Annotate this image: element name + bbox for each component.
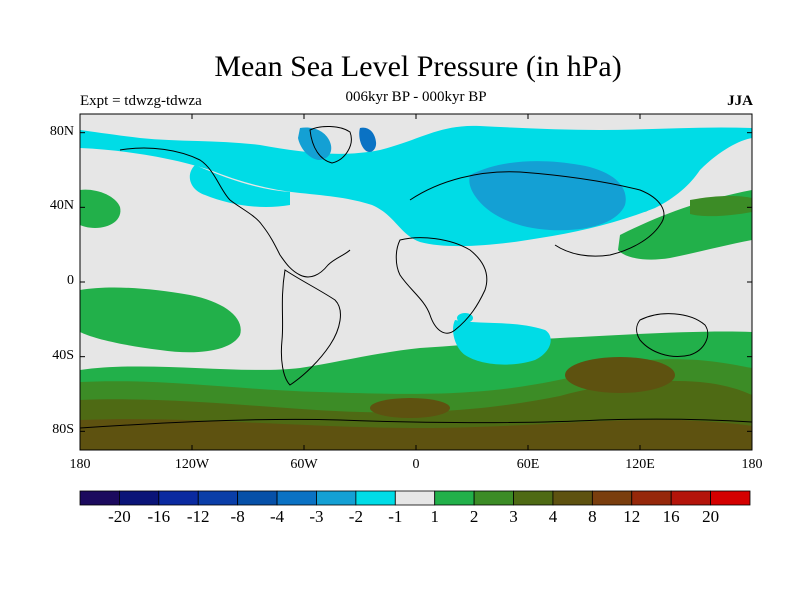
- colorbar-swatch: [237, 490, 278, 506]
- colorbar-label: 2: [469, 507, 479, 526]
- south-atlantic-patch: [370, 398, 450, 418]
- experiment-label: Expt = tdwzg-tdwza: [80, 93, 202, 109]
- colorbar-swatch: [670, 490, 711, 506]
- colorbar-label: -2: [348, 507, 363, 526]
- colorbar-swatch: [79, 490, 120, 506]
- colorbar-label: -16: [147, 507, 171, 526]
- coastlines: [80, 126, 752, 429]
- lat-tick-label: 80N: [49, 123, 74, 139]
- lat-tick-label: 0: [67, 273, 74, 288]
- season-label: JJA: [727, 93, 753, 109]
- north-america-coast: [119, 147, 351, 278]
- colorbar-swatch: [197, 490, 239, 506]
- colorbar-label: -1: [388, 507, 403, 526]
- colorbar-label: -4: [269, 507, 285, 526]
- eurasia-coast: [409, 171, 665, 257]
- south-indian-low: [453, 320, 551, 365]
- arctic-neutral: [80, 114, 752, 154]
- colorbar-label: 20: [702, 507, 720, 526]
- lon-tick-label: 60W: [290, 457, 318, 472]
- lon-tick-label: 120E: [625, 457, 655, 472]
- colorbar-swatch: [276, 490, 317, 506]
- map-ticks: [79, 114, 753, 450]
- colorbar-label: 12: [623, 507, 641, 526]
- greenland-low: [298, 127, 332, 160]
- australia-coast: [636, 313, 709, 357]
- north-pacific-core: [690, 195, 752, 217]
- africa-coast: [395, 237, 488, 334]
- colorbar-swatch: [434, 490, 475, 506]
- lon-tick-label: 0: [412, 457, 420, 472]
- south-indian-high: [565, 357, 675, 393]
- lat-tick-label: 40N: [49, 198, 74, 214]
- lat-tick-label: 40S: [52, 347, 74, 363]
- lon-tick-label: 180: [741, 457, 763, 472]
- southern-band-8hpa: [80, 419, 752, 450]
- lat-tick-label: 80S: [52, 422, 74, 438]
- colorbar-label: 4: [548, 507, 558, 526]
- plot-title: Mean Sea Level Pressure (in hPa): [214, 50, 622, 83]
- period-label: 006kyr BP - 000kyr BP: [345, 89, 487, 105]
- colorbar-swatch: [473, 490, 514, 506]
- colorbar-label: -20: [108, 507, 131, 526]
- colorbar-swatch: [316, 490, 357, 506]
- colorbar: [79, 490, 751, 506]
- colorbar-label: -3: [309, 507, 324, 526]
- colorbar-swatch: [355, 490, 396, 506]
- south-pacific-patch: [80, 287, 241, 353]
- lon-tick-label: 60E: [516, 457, 540, 472]
- colorbar-swatch: [394, 490, 436, 506]
- colorbar-swatch: [158, 490, 199, 506]
- lon-tick-label: 120W: [174, 457, 210, 472]
- greenland-coast: [309, 126, 352, 164]
- pressure-field: [80, 114, 752, 450]
- colorbar-label: -12: [186, 507, 210, 526]
- lon-tick-label: 180: [69, 457, 91, 472]
- colorbar-label: 3: [509, 507, 518, 526]
- north-america-low: [189, 165, 290, 207]
- colorbar-swatch: [552, 490, 593, 506]
- eurasia-low-2hpa: [469, 161, 626, 231]
- antarctica-coast: [80, 418, 752, 429]
- colorbar-label: -8: [230, 507, 245, 526]
- colorbar-swatch: [513, 490, 554, 506]
- colorbar-label: 1: [430, 507, 439, 526]
- north-pacific-west-patch: [80, 189, 121, 228]
- colorbar-label: 16: [662, 507, 680, 526]
- colorbar-swatch: [631, 490, 672, 506]
- colorbar-swatch: [710, 490, 751, 506]
- colorbar-swatch: [119, 490, 160, 506]
- colorbar-label: 8: [588, 507, 597, 526]
- south-america-coast: [280, 269, 341, 386]
- greenland-east-low: [359, 127, 377, 153]
- colorbar-swatch: [591, 490, 633, 506]
